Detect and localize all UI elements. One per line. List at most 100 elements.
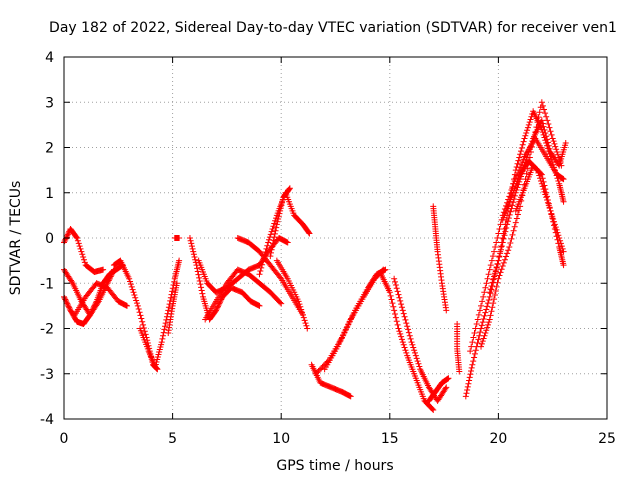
data-point xyxy=(318,365,325,372)
data-point xyxy=(472,325,479,332)
data-point xyxy=(465,380,472,387)
data-point xyxy=(504,250,511,257)
data-point xyxy=(400,310,407,317)
data-point xyxy=(398,333,405,340)
data-point xyxy=(295,298,302,305)
data-point xyxy=(546,204,553,211)
data-point xyxy=(412,352,419,359)
data-point xyxy=(405,326,412,333)
data-point xyxy=(380,266,387,273)
data-point xyxy=(560,248,567,255)
data-point xyxy=(105,278,112,285)
data-point xyxy=(395,325,402,332)
data-point xyxy=(560,198,567,205)
data-point xyxy=(470,358,477,365)
data-point xyxy=(392,278,399,285)
data-point xyxy=(477,329,484,336)
data-point xyxy=(549,135,556,142)
data-point xyxy=(445,375,452,382)
data-point xyxy=(199,290,206,297)
data-point xyxy=(560,176,567,183)
data-point xyxy=(537,170,544,177)
data-point xyxy=(109,269,116,276)
data-point xyxy=(496,254,503,261)
data-point xyxy=(271,220,278,227)
data-point xyxy=(478,302,485,309)
data-point xyxy=(403,349,410,356)
data-point xyxy=(546,145,553,152)
data-point xyxy=(415,360,422,367)
data-point xyxy=(550,138,557,145)
data-point xyxy=(298,306,305,313)
data-point xyxy=(491,273,498,280)
data-point xyxy=(198,287,205,294)
data-point xyxy=(515,157,522,164)
data-point xyxy=(489,279,496,286)
data-point xyxy=(483,327,490,334)
data-point xyxy=(443,307,450,314)
series-track-l xyxy=(234,235,306,318)
data-point xyxy=(343,324,350,331)
data-point xyxy=(500,235,507,242)
data-point xyxy=(482,330,489,337)
data-point xyxy=(271,230,278,237)
series-track-t xyxy=(391,275,450,404)
data-point xyxy=(476,307,483,314)
data-point xyxy=(260,255,267,262)
data-point xyxy=(490,276,497,283)
data-point xyxy=(299,309,306,316)
data-point xyxy=(398,336,405,343)
data-point xyxy=(190,248,197,255)
data-point xyxy=(400,341,407,348)
data-point xyxy=(264,242,271,249)
data-point xyxy=(466,377,473,384)
data-point xyxy=(545,142,552,149)
series-track-i xyxy=(186,235,263,323)
data-point xyxy=(513,215,520,222)
data-point xyxy=(416,363,423,370)
y-tick-label: 2 xyxy=(45,141,54,157)
data-point xyxy=(302,320,309,327)
y-tick-label: -1 xyxy=(40,276,54,292)
data-point xyxy=(392,282,399,289)
data-point xyxy=(62,296,69,303)
data-point xyxy=(548,131,555,138)
series-track-h xyxy=(171,235,183,241)
series-track-w xyxy=(454,320,463,375)
data-point xyxy=(269,240,276,247)
data-point xyxy=(78,248,85,255)
data-point xyxy=(529,138,536,145)
data-point xyxy=(485,296,492,303)
data-point xyxy=(496,272,503,279)
data-point xyxy=(503,225,510,232)
data-point xyxy=(341,330,348,337)
data-point xyxy=(257,268,264,275)
data-point xyxy=(259,261,266,268)
data-point xyxy=(552,143,559,150)
data-point xyxy=(517,151,524,158)
x-tick-label: 10 xyxy=(272,431,290,447)
data-point xyxy=(306,230,313,237)
data-point xyxy=(507,239,514,246)
data-point xyxy=(276,210,283,217)
data-point xyxy=(479,338,486,345)
data-point xyxy=(470,334,477,341)
series-track-z xyxy=(478,99,565,350)
data-point xyxy=(188,243,195,250)
data-point xyxy=(526,119,533,126)
data-point xyxy=(484,300,491,307)
data-point xyxy=(487,286,494,293)
data-point xyxy=(504,221,511,228)
data-point xyxy=(410,344,417,351)
data-point xyxy=(516,154,523,161)
data-point xyxy=(544,193,551,200)
data-point xyxy=(507,208,514,215)
data-point xyxy=(506,211,513,218)
data-point xyxy=(346,319,353,326)
data-point xyxy=(473,320,480,327)
data-point xyxy=(481,289,488,296)
data-point xyxy=(269,225,276,232)
data-point xyxy=(488,282,495,289)
data-point xyxy=(81,259,88,266)
data-point xyxy=(273,221,280,228)
